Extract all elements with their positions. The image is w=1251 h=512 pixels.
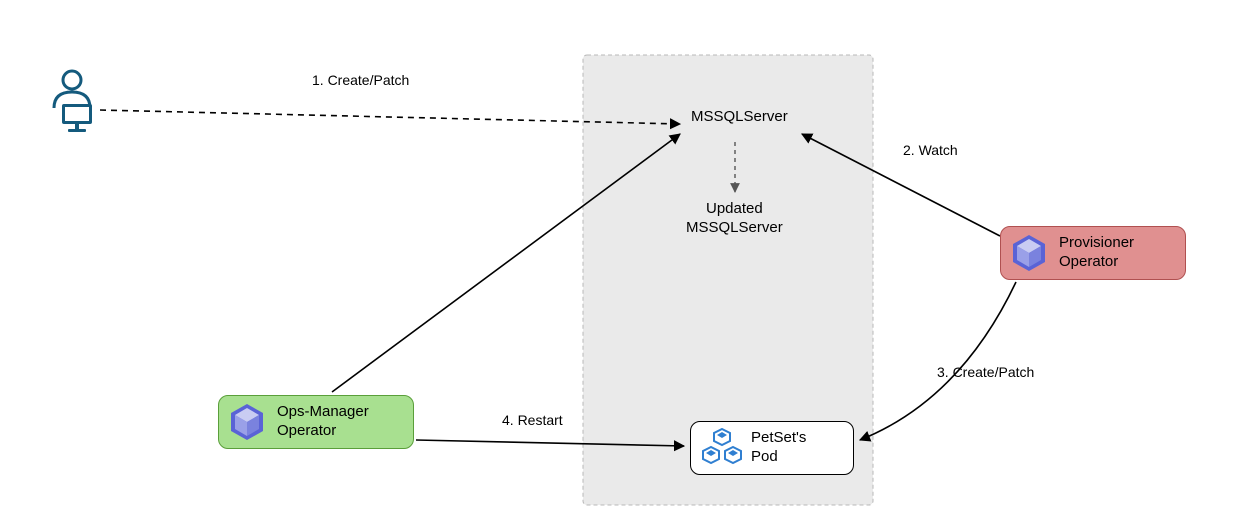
edge-provisioner-to-petset xyxy=(860,282,1016,440)
petset-label: PetSet's Pod xyxy=(751,429,806,467)
edge-provisioner-to-mssql xyxy=(802,134,1000,236)
user-icon xyxy=(48,68,100,134)
edge-label-watch: 2. Watch xyxy=(903,142,958,160)
edge-ops-to-petset xyxy=(416,440,684,446)
edge-ops-to-mssql xyxy=(332,134,680,392)
edge-user-to-mssql xyxy=(100,110,680,124)
mssql-node: MSSQLServer xyxy=(691,108,788,127)
edge-label-restart: 4. Restart xyxy=(502,412,563,430)
updated-mssql-node: Updated MSSQLServer xyxy=(686,200,783,238)
petset-node: PetSet's Pod xyxy=(690,421,854,475)
ops-manager-label: Ops-Manager Operator xyxy=(277,403,369,441)
cube-icon xyxy=(227,402,267,442)
edge-label-create-patch-1: 1. Create/Patch xyxy=(312,72,409,90)
user-node xyxy=(48,68,100,139)
edge-label-create-patch-3: 3. Create/Patch xyxy=(937,364,1034,382)
cube-icon xyxy=(1009,233,1049,273)
provisioner-label: Provisioner Operator xyxy=(1059,234,1134,272)
provisioner-node: Provisioner Operator xyxy=(1000,226,1186,280)
ops-manager-node: Ops-Manager Operator xyxy=(218,395,414,449)
hex-cluster-icon xyxy=(699,428,745,468)
